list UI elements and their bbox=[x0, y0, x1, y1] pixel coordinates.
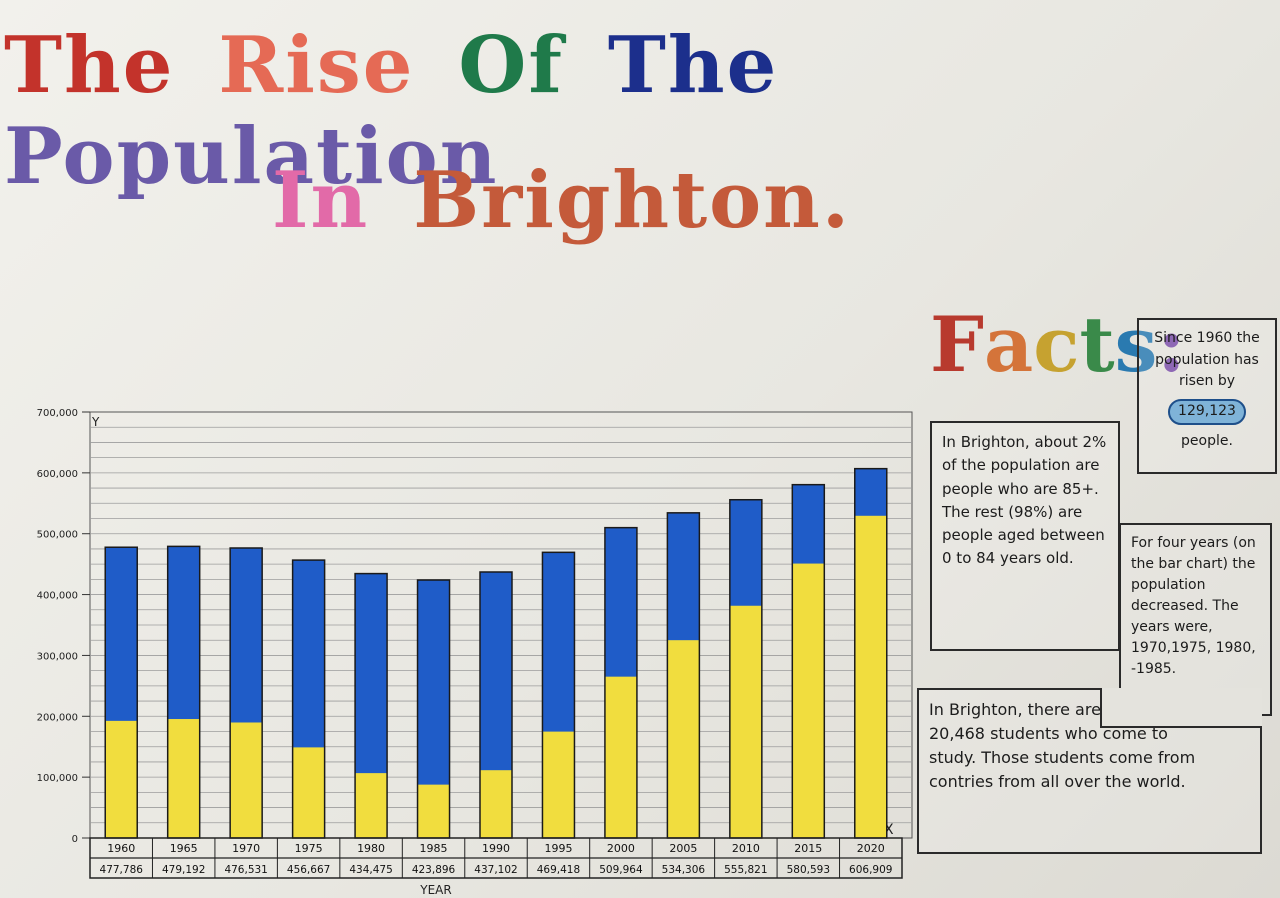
value-label-2015: 580,593 bbox=[787, 864, 830, 876]
facts-heading-letter-5: : bbox=[1157, 300, 1186, 389]
x-axis-label: YEAR bbox=[419, 883, 451, 897]
x-tick-label-1975: 1975 bbox=[295, 842, 323, 855]
y-tick-label-3: 300,000 bbox=[37, 651, 78, 662]
title-line-1: The Rise Of ThePopulation bbox=[4, 20, 1280, 202]
title-line-2: In Brighton. bbox=[272, 155, 895, 246]
facts-heading-letter-4: s bbox=[1114, 300, 1158, 389]
value-label-1980: 434,475 bbox=[349, 864, 392, 876]
bar-2020-bottom bbox=[854, 515, 887, 838]
value-label-2000: 509,964 bbox=[599, 864, 643, 876]
x-tick-label-1995: 1995 bbox=[544, 842, 572, 855]
bar-1960-bottom bbox=[105, 720, 138, 838]
title-line-1-word-1: Rise bbox=[218, 20, 415, 111]
facts-heading-letter-2: c bbox=[1033, 300, 1080, 389]
facts-heading-letter-3: t bbox=[1079, 300, 1115, 389]
fact-students-text: In Brighton, there are about 20,468 stud… bbox=[929, 700, 1196, 791]
x-tick-label-2015: 2015 bbox=[794, 842, 822, 855]
title-line-1-word-3: The bbox=[607, 20, 779, 111]
bar-2005-bottom bbox=[667, 640, 700, 838]
value-label-1990: 437,102 bbox=[474, 864, 517, 876]
population-rise-highlight: 129,123 bbox=[1168, 399, 1246, 425]
x-tick-label-1965: 1965 bbox=[170, 842, 198, 855]
x-tick-label-2005: 2005 bbox=[669, 842, 697, 855]
bar-1965-bottom bbox=[167, 719, 200, 838]
x-tick-label-2000: 2000 bbox=[607, 842, 635, 855]
fact-population-rise-line2: people. bbox=[1181, 432, 1233, 449]
title-line-1-word-4: Population bbox=[4, 111, 499, 202]
value-label-2005: 534,306 bbox=[662, 864, 706, 876]
y-tick-label-4: 400,000 bbox=[37, 591, 78, 602]
y-tick-label-6: 600,000 bbox=[37, 469, 78, 480]
title-line-1-word-2: Of bbox=[458, 20, 564, 111]
fact-students: In Brighton, there are about 20,468 stud… bbox=[917, 688, 1262, 854]
title-line-2-word-1: Brighton. bbox=[413, 155, 852, 246]
value-label-1970: 476,531 bbox=[224, 864, 267, 876]
value-label-1995: 469,418 bbox=[537, 864, 580, 876]
box-corner-notch bbox=[1100, 688, 1262, 728]
value-label-2010: 555,821 bbox=[724, 864, 767, 876]
bar-2010-bottom bbox=[729, 605, 762, 838]
y-tick-label-7: 700,000 bbox=[37, 408, 78, 419]
x-tick-label-1960: 1960 bbox=[107, 842, 135, 855]
facts-heading-letter-1: a bbox=[983, 300, 1034, 389]
bar-1995-bottom bbox=[542, 731, 575, 838]
value-label-1985: 423,896 bbox=[412, 864, 456, 876]
y-tick-label-0: 0 bbox=[72, 834, 78, 845]
fact-age-groups: In Brighton, about 2% of the population … bbox=[930, 421, 1120, 651]
fact-population-rise: Since 1960 the population has risen by 1… bbox=[1137, 318, 1277, 474]
y-axis-letter: Y bbox=[91, 415, 100, 429]
bar-1980-bottom bbox=[355, 773, 388, 838]
bar-2015-bottom bbox=[792, 563, 825, 838]
x-tick-label-2010: 2010 bbox=[732, 842, 760, 855]
fact-population-rise-line1: Since 1960 the population has risen by bbox=[1154, 330, 1260, 390]
y-tick-label-2: 200,000 bbox=[37, 712, 78, 723]
x-tick-label-1980: 1980 bbox=[357, 842, 385, 855]
x-tick-label-1985: 1985 bbox=[420, 842, 448, 855]
value-label-2020: 606,909 bbox=[849, 864, 892, 876]
bar-1975-bottom bbox=[292, 747, 325, 838]
facts-heading: Facts: bbox=[930, 300, 1185, 389]
fact-decrease-years: For four years (on the bar chart) the po… bbox=[1119, 523, 1272, 716]
value-label-1965: 479,192 bbox=[162, 864, 205, 876]
x-tick-label-1990: 1990 bbox=[482, 842, 510, 855]
bar-1970-bottom bbox=[230, 722, 263, 838]
title-line-2-word-0: In bbox=[272, 155, 370, 246]
bar-chart: 0 100,000 200,000 300,000 400,000 500,000 600,… bbox=[37, 408, 913, 897]
bar-1990-bottom bbox=[480, 770, 512, 838]
value-label-1975: 456,667 bbox=[287, 864, 330, 876]
x-tick-label-1970: 1970 bbox=[232, 842, 260, 855]
x-axis-letter: X bbox=[884, 822, 894, 838]
y-tick-label-5: 500,000 bbox=[37, 530, 78, 541]
bar-1985-bottom bbox=[417, 784, 450, 838]
bar-2000-bottom bbox=[604, 676, 637, 838]
facts-heading-letter-0: F bbox=[930, 300, 984, 389]
value-label-1960: 477,786 bbox=[100, 864, 144, 876]
y-tick-label-1: 100,000 bbox=[37, 773, 78, 784]
x-tick-label-2020: 2020 bbox=[857, 842, 885, 855]
title-line-1-word-0: The bbox=[4, 20, 175, 111]
